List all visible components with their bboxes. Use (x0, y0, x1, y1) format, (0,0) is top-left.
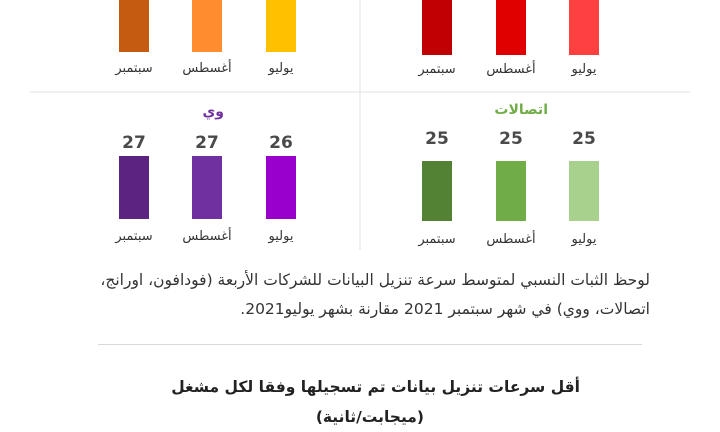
bar (496, 161, 526, 221)
category-label: يوليو (268, 229, 294, 244)
bar (496, 0, 526, 55)
section-heading-line2: (ميجابت/ثانية) (315, 408, 424, 426)
category-label: سبتمبر (417, 62, 455, 77)
section-divider (98, 344, 642, 345)
bar (266, 0, 296, 52)
bar (569, 161, 599, 221)
bar (422, 0, 452, 55)
category-label: سبتمبر (114, 61, 152, 76)
bar (192, 0, 222, 52)
category-label: يوليو (268, 61, 294, 76)
bar (192, 156, 222, 219)
bar (119, 0, 149, 52)
bar (422, 161, 452, 221)
data-label: 25 (572, 129, 596, 149)
category-label: أغسطس (182, 227, 231, 244)
operator-charts: يوليو أغسطس سبتمبر يوليو أغسطس سبتمبر اتصالات ي… (30, 0, 690, 250)
panel-title: وي (202, 104, 224, 121)
vodafone-panel: يوليو أغسطس سبتمبر (417, 0, 599, 77)
data-label: 27 (195, 133, 219, 153)
category-label: أغسطس (486, 60, 535, 77)
data-label: 25 (425, 129, 449, 149)
orange-panel: يوليو أغسطس سبتمبر (114, 0, 296, 76)
category-label: يوليو (571, 232, 597, 247)
data-label: 27 (122, 133, 146, 153)
bar (569, 0, 599, 55)
data-label: 26 (269, 133, 293, 153)
bar (119, 156, 149, 219)
data-label: 25 (499, 129, 523, 149)
caption-text: لوحظ الثبات النسبي لمتوسط سرعة تنزيل الب… (100, 271, 650, 318)
section-heading: أقل سرعات تنزيل بيانات تم تسجيلها وفقا ل… (60, 372, 580, 432)
we-panel: وي يوليو 26 أغسطس 27 سبتمبر 27 (114, 104, 296, 244)
etisalat-panel: اتصالات يوليو 25 أغسطس 25 سبتمبر 25 (417, 102, 599, 247)
category-label: سبتمبر (114, 229, 152, 244)
category-label: سبتمبر (417, 232, 455, 247)
category-label: يوليو (571, 62, 597, 77)
panel-title: اتصالات (494, 102, 548, 118)
bar (266, 156, 296, 219)
section-heading-line1: أقل سرعات تنزيل بيانات تم تسجيلها وفقا ل… (171, 378, 580, 396)
category-label: أغسطس (486, 230, 535, 247)
category-label: أغسطس (182, 59, 231, 76)
